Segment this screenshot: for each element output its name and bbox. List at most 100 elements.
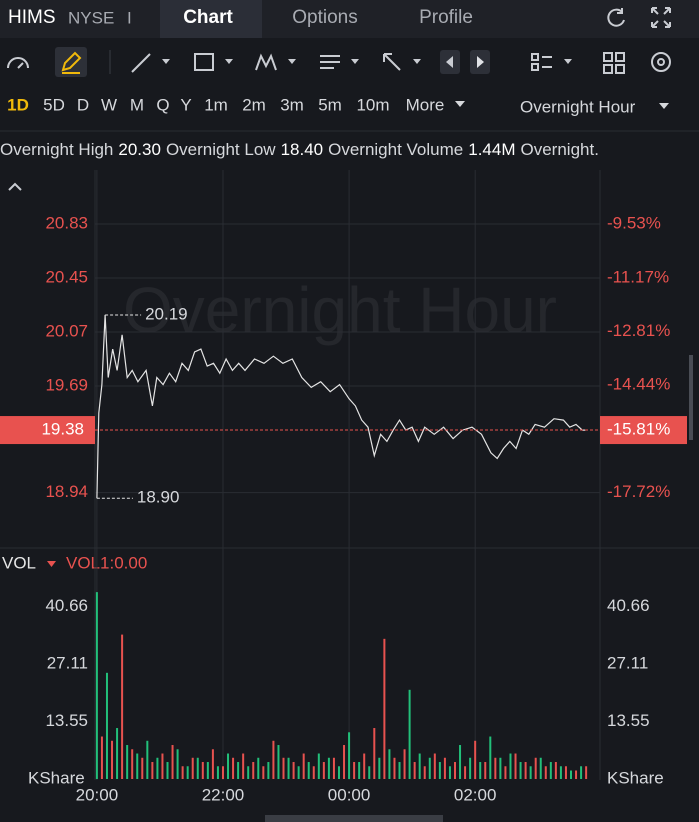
volume-bar	[564, 766, 567, 779]
indicator-caret[interactable]	[47, 561, 56, 567]
timeframe[interactable]: 2m	[242, 95, 266, 114]
last-change: -15.81%	[607, 420, 670, 439]
volume-bar	[509, 753, 512, 779]
stat: Overnight.	[521, 140, 599, 159]
stat: Overnight Low	[166, 140, 276, 159]
caret[interactable]	[351, 59, 359, 64]
volume-bar	[267, 762, 270, 779]
timeframe[interactable]: More	[406, 95, 445, 114]
volume-bar	[166, 762, 169, 779]
volume-bar	[383, 638, 386, 779]
scrollbar[interactable]	[689, 355, 693, 440]
exchange: NYSE	[68, 8, 114, 27]
arrow-tool-icon[interactable]	[383, 53, 401, 71]
volume-bar	[247, 766, 250, 779]
volume-bar	[393, 757, 396, 779]
separator: I	[127, 8, 132, 27]
volume-bar	[221, 766, 224, 779]
y2-tick-label: -17.72%	[607, 482, 670, 501]
volume-bar	[121, 634, 124, 779]
y2-tick-label: 40.66	[607, 596, 650, 615]
volume-bar	[146, 740, 149, 779]
timeframe[interactable]: M	[130, 95, 144, 114]
refresh-icon[interactable]	[607, 8, 625, 27]
caret[interactable]	[564, 59, 572, 64]
indicator-value: VOL1:0.00	[66, 553, 147, 572]
timeframe[interactable]: W	[101, 95, 117, 114]
volume-bar	[348, 732, 351, 779]
volume-bar	[529, 766, 532, 779]
volume-bar	[252, 762, 255, 779]
timeframe[interactable]: D	[77, 95, 89, 114]
timeframe[interactable]: 5m	[318, 95, 342, 114]
stats-row: Overnight High 20.30 Overnight Low 18.40 Ove…	[0, 140, 599, 159]
timeframe[interactable]: 1m	[204, 95, 228, 114]
caret[interactable]	[288, 59, 296, 64]
timeframe[interactable]: Y	[180, 95, 191, 114]
list-icon[interactable]	[531, 53, 552, 71]
text-tool-icon[interactable]	[320, 55, 340, 69]
high-label: 20.19	[145, 304, 188, 323]
last-price: 19.38	[41, 420, 84, 439]
y2-tick-label: -12.81%	[607, 321, 670, 340]
pattern-tool-icon[interactable]	[255, 53, 277, 71]
layout-icon[interactable]	[603, 52, 625, 74]
session[interactable]: Overnight Hour	[520, 97, 636, 116]
volume-bar	[504, 766, 507, 779]
volume-bar	[141, 757, 144, 779]
tab[interactable]: Chart	[183, 7, 233, 28]
volume-bar	[317, 753, 320, 779]
volume-bar	[262, 766, 265, 779]
settings-icon[interactable]	[651, 52, 671, 72]
volume-bar	[554, 762, 557, 779]
timeframe[interactable]: 3m	[280, 95, 304, 114]
volume-bar	[443, 757, 446, 779]
timeframes: 1D 5D D W M Q Y 1m 2m 3m 5m 10m More Overnight Hour	[7, 95, 669, 116]
volume-bar	[100, 736, 103, 779]
line-tool-icon[interactable]	[131, 53, 151, 73]
timeframe[interactable]: 1D	[7, 95, 29, 114]
timeframe[interactable]: 5D	[43, 95, 65, 114]
caret	[659, 103, 669, 109]
stat: Overnight High	[0, 140, 113, 159]
tab[interactable]: Profile	[419, 7, 473, 28]
scroll-handle[interactable]	[265, 815, 443, 822]
header-bar	[0, 0, 699, 38]
volume-bar	[514, 753, 517, 779]
volume-bar	[378, 757, 381, 779]
fullscreen-icon[interactable]	[651, 7, 671, 28]
volume-unit: KShare	[28, 768, 85, 787]
pencil-icon[interactable]	[61, 51, 82, 74]
caret[interactable]	[413, 59, 421, 64]
toolbar	[7, 47, 671, 77]
volume-bar	[388, 749, 391, 779]
volume-bar	[373, 728, 376, 779]
volume-bar	[227, 753, 230, 779]
rect-tool-icon[interactable]	[194, 53, 214, 71]
volume-bar	[292, 762, 295, 779]
tab[interactable]: Options	[292, 7, 357, 28]
caret[interactable]	[162, 59, 170, 64]
volume-bar	[428, 757, 431, 779]
x-tick-label: 22:00	[202, 785, 245, 804]
volume-bar	[307, 762, 310, 779]
volume-bar	[453, 762, 456, 779]
volume-bar	[580, 766, 583, 779]
timeframe[interactable]: Q	[156, 95, 169, 114]
last-change-box	[600, 416, 687, 445]
indicator-name[interactable]: VOL	[2, 553, 36, 572]
collapse-icon[interactable]	[8, 182, 22, 191]
volume-bar	[161, 753, 164, 779]
timeframe[interactable]: 10m	[356, 95, 389, 114]
volume-unit: KShare	[607, 768, 664, 787]
indicator-icon[interactable]	[7, 57, 29, 69]
caret[interactable]	[225, 59, 233, 64]
volume-bar	[448, 766, 451, 779]
y-tick-label: 18.94	[45, 482, 88, 501]
volume-bar	[358, 762, 361, 779]
volume-bar	[484, 762, 487, 779]
stat: Overnight Volume	[328, 140, 463, 159]
watermark: Overnight Hour	[123, 274, 557, 346]
settings-icon-core	[657, 58, 665, 66]
y2-tick-label: 27.11	[607, 653, 648, 672]
